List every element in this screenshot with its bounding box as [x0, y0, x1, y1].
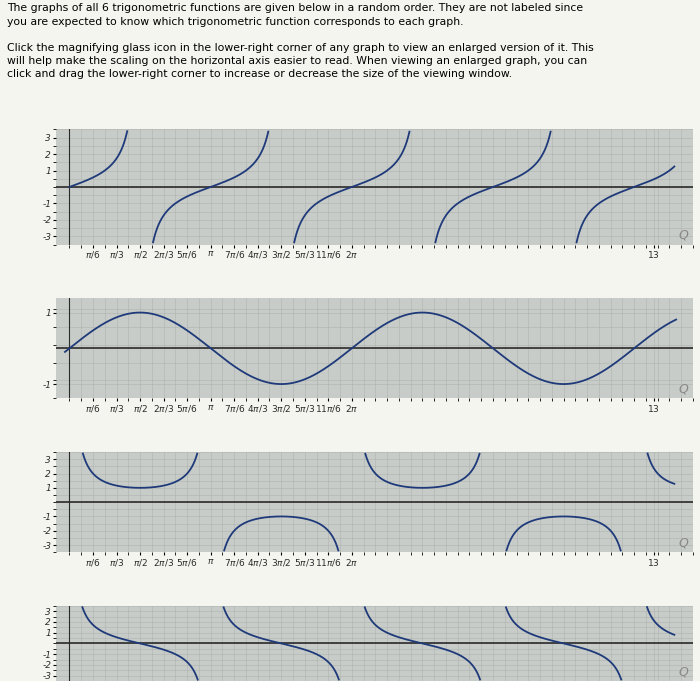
Text: Q: Q — [679, 536, 689, 549]
Text: The graphs of all 6 trigonometric functions are given below in a random order. T: The graphs of all 6 trigonometric functi… — [7, 3, 594, 80]
Text: Q: Q — [679, 228, 689, 241]
Text: Q: Q — [679, 666, 689, 679]
Text: Q: Q — [679, 382, 689, 396]
